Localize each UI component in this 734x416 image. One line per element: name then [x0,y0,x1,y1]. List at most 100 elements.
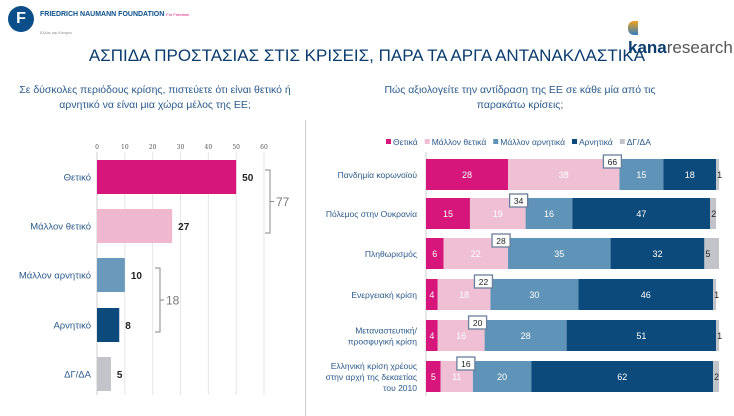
bracket-total: 18 [166,294,180,308]
bar-segment [578,279,714,310]
data-label: 11 [452,372,461,382]
data-label: 50 [242,173,254,184]
category-label: Μάλλον θετικό [30,222,91,233]
total-box [467,315,488,330]
bar [97,258,125,292]
positive-total: 66 [608,157,618,167]
category-label: Ενεργειακή κρίση [351,290,417,300]
x-tick-label: 30 [177,144,185,151]
data-label: 30 [529,290,539,300]
bar-segment [716,159,719,190]
fnf-logo-icon: F [8,6,34,32]
page-title: ΑΣΠΙΔΑ ΠΡΟΣΤΑΣΙΑΣ ΣΤΙΣ ΚΡΙΣΕΙΣ, ΠΑΡΑ ΤΑ … [88,46,646,65]
legend-swatch [424,139,430,144]
data-label: 16 [456,331,466,341]
legend-label: Μάλλον θετικά [432,137,487,147]
bar-segment [508,238,611,269]
bar-segment [572,198,711,229]
data-label: 32 [652,249,662,259]
category-label: προσφυγική κρίση [348,337,418,347]
kana-mark-icon [628,21,638,35]
legend-label: Θετικά [393,137,418,147]
category-label: Πόλεμος στην Ουκρανία [326,209,417,219]
bar-segment [426,279,438,310]
right-question: Πώς αξιολογείτε την αντίδραση της ΕΕ σε … [384,84,656,111]
positive-total: 20 [473,318,483,328]
legend-label: Αρνητικά [579,137,613,147]
category-label: στην αρχή της δεκαετίας [326,372,417,382]
total-box [602,154,623,169]
total-box [491,233,511,248]
data-label: 19 [493,209,503,219]
x-tick-label: 50 [232,144,240,151]
total-box [473,274,494,289]
bar-segment [525,198,573,229]
bar-segment [713,361,719,392]
bar-segment [484,320,567,351]
x-tick-label: 10 [121,144,129,151]
data-label: 1 [717,170,722,180]
bar-segment [704,238,719,269]
legend-swatch [572,139,577,144]
data-label: 51 [636,331,646,341]
data-label: 1 [717,331,722,341]
kana-logo: kanaresearch [628,18,734,58]
positive-total: 22 [479,277,489,287]
total-box [456,356,476,371]
category-label: του 2010 [383,383,417,393]
bar-segment [426,320,438,351]
bar [97,209,173,243]
bracket [155,267,164,333]
bar-segment [490,279,579,310]
data-label: 22 [471,249,481,259]
left-question: Σε δύσκολες περιόδους κρίσης, πιστεύετε … [19,84,291,111]
x-tick-label: 40 [205,144,213,151]
category-label: Μεταναστευτική/ [355,326,417,336]
fnf-logo-sub: Ελλάς και Κύπρος [40,30,73,35]
category-label: Μάλλον αρνητικό [19,271,91,282]
bar-segment [566,320,717,351]
data-label: 16 [544,209,554,219]
category-label: Πληθωρισμός [365,249,417,259]
data-label: 4 [429,331,434,341]
total-box [508,193,529,208]
data-label: 18 [459,290,469,300]
bar-segment [508,159,620,190]
data-label: 6 [432,249,437,259]
bar-segment [710,198,717,229]
data-label: 28 [462,170,472,180]
data-label: 1 [714,290,719,300]
bar-segment [426,238,444,269]
data-label: 5 [117,370,123,381]
category-label: Ελληνική κρίση χρέους [331,361,417,371]
bar-segment [531,361,714,392]
legend-swatch [493,139,499,144]
bar-segment [610,238,705,269]
data-label: 4 [429,290,434,300]
divider [305,120,306,416]
data-label: 38 [559,170,569,180]
bar-segment [472,361,532,392]
data-label: 18 [685,170,695,180]
category-label: Θετικό [64,173,91,184]
category-label: Αρνητικό [53,321,91,332]
category-label: ΔΓ/ΔΑ [64,370,92,381]
bar [97,160,237,194]
data-label: 8 [125,321,131,332]
positive-total: 28 [496,236,506,246]
bar-segment [426,159,509,190]
bar-segment [426,198,470,229]
bar-segment [663,159,717,190]
data-label: 47 [636,209,646,219]
data-label: 46 [641,290,651,300]
data-label: 15 [636,170,646,180]
category-label: Πανδημία κορωνοϊού [338,170,418,180]
data-label: 5 [431,372,436,382]
positive-total: 16 [461,359,471,369]
legend-label: Μάλλον αρνητικά [500,137,565,147]
data-label: 28 [521,331,531,341]
bar-segment [619,159,664,190]
data-label: 5 [705,249,710,259]
bar-segment [713,279,717,310]
data-label: 2 [714,372,719,382]
